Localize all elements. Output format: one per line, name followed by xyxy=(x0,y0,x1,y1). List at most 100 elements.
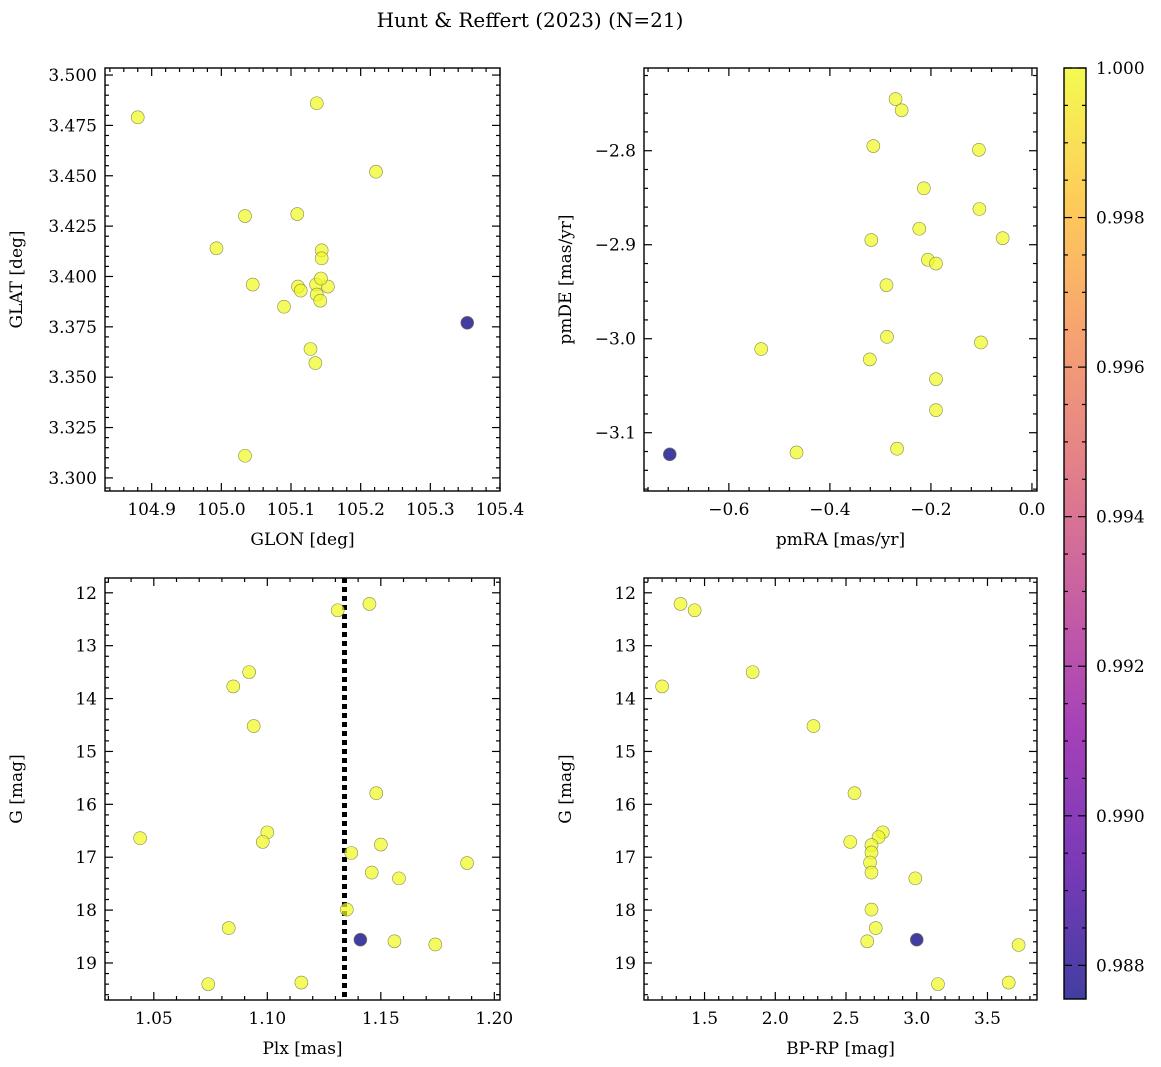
y-tick-label: 17 xyxy=(75,848,97,868)
axis-ticks xyxy=(105,578,500,1000)
data-point xyxy=(209,241,224,256)
panels: 104.9 105.0 105.1 105.2 105.3 105.4 3.300 3.325… xyxy=(7,66,1045,1059)
data-point xyxy=(908,871,923,886)
data-point xyxy=(238,209,252,223)
data-point xyxy=(687,603,702,618)
data-point xyxy=(912,221,927,236)
data-point xyxy=(374,837,388,852)
data-point xyxy=(364,865,379,880)
data-point xyxy=(847,786,862,801)
x-tick-label: 105.0 xyxy=(197,500,246,520)
axes-frame xyxy=(104,577,501,1001)
data-point xyxy=(369,164,383,179)
y-tick-label: −3.0 xyxy=(595,330,636,350)
x-tick-label: −0.2 xyxy=(910,500,951,520)
scatter-panel-4: 1.5 2.0 2.5 3.0 3.5 12 13 14 15 16 17 18 19 BP-RP [ma… xyxy=(556,577,1038,1059)
data-points xyxy=(662,92,1010,462)
y-tick-label: 3.375 xyxy=(48,318,97,338)
data-point xyxy=(864,233,879,247)
colorbar-tick-label: 0.990 xyxy=(1096,807,1145,827)
x-tick-label: 105.3 xyxy=(406,500,455,520)
data-point xyxy=(201,977,216,991)
data-point xyxy=(929,372,943,386)
y-axis-label: G [mag] xyxy=(7,754,27,823)
y-tick-label: 18 xyxy=(614,901,636,921)
x-axis-label: GLON [deg] xyxy=(250,530,354,550)
y-tick-label: 15 xyxy=(75,742,97,762)
axes-frame xyxy=(643,67,1038,492)
axes-frame xyxy=(643,577,1038,1001)
data-point xyxy=(314,271,328,286)
data-point xyxy=(879,278,894,292)
data-point xyxy=(862,352,877,367)
data-point xyxy=(894,103,909,118)
data-point xyxy=(130,110,145,125)
data-point xyxy=(909,932,924,947)
data-point xyxy=(246,719,261,733)
data-point xyxy=(917,181,931,196)
data-point xyxy=(362,597,377,611)
data-point xyxy=(655,679,669,694)
x-tick-label: 1.15 xyxy=(362,1009,400,1029)
data-points xyxy=(133,597,474,991)
data-point xyxy=(226,679,241,694)
data-point xyxy=(864,902,879,917)
y-tick-label: 3.500 xyxy=(48,66,97,86)
data-point xyxy=(931,977,945,991)
data-point xyxy=(303,342,318,356)
data-point xyxy=(972,142,986,157)
data-point xyxy=(290,207,305,221)
data-point xyxy=(344,846,359,860)
scatter-panel-2: −0.6 −0.4 −0.2 0.0 −3.1 −3.0 −2.9 −2.8 pmRA [mas… xyxy=(556,67,1045,550)
data-point xyxy=(1001,975,1016,990)
y-tick-label: 14 xyxy=(75,690,97,710)
data-point xyxy=(460,856,474,870)
colorbar: 0.988 0.990 0.992 0.994 0.996 0.998 1.000 xyxy=(1063,59,1145,1000)
x-tick-label: −0.6 xyxy=(708,500,749,520)
x-tick-label: 104.9 xyxy=(127,500,176,520)
data-point xyxy=(789,445,804,460)
data-points xyxy=(130,96,475,463)
data-point xyxy=(392,871,406,886)
data-point xyxy=(1011,938,1026,952)
data-point xyxy=(864,865,879,880)
x-axis-label: BP-RP [mag] xyxy=(786,1039,895,1059)
y-tick-label: 13 xyxy=(614,637,636,657)
data-point xyxy=(888,92,903,106)
x-tick-label: 3.5 xyxy=(974,1009,1001,1029)
data-point xyxy=(387,934,402,949)
data-point xyxy=(369,786,384,801)
y-tick-label: 3.350 xyxy=(48,368,97,388)
data-point xyxy=(133,831,147,845)
data-point xyxy=(293,283,308,298)
data-point xyxy=(860,934,875,949)
data-point xyxy=(255,835,270,849)
y-tick-label: 3.450 xyxy=(48,167,97,187)
data-point xyxy=(221,921,236,935)
colorbar-tick-label: 0.988 xyxy=(1096,956,1145,976)
colorbar-tick-label: 1.000 xyxy=(1096,59,1145,79)
y-tick-label: 19 xyxy=(614,954,636,974)
data-point xyxy=(868,921,883,935)
data-point xyxy=(308,356,323,370)
data-point xyxy=(974,335,988,350)
data-point xyxy=(754,342,768,356)
x-tick-label: 2.5 xyxy=(832,1009,859,1029)
data-point xyxy=(890,441,904,456)
y-tick-label: −3.1 xyxy=(595,424,636,444)
axis-ticks xyxy=(105,68,501,491)
y-tick-label: 16 xyxy=(614,795,636,815)
scatter-panel-3: 1.05 1.10 1.15 1.20 12 13 14 15 16 17 18 19 Plx [mas… xyxy=(7,577,513,1059)
data-point xyxy=(242,665,256,679)
y-tick-label: −2.8 xyxy=(595,142,636,162)
data-point xyxy=(673,597,688,611)
y-tick-label: 15 xyxy=(614,742,636,762)
data-point xyxy=(245,277,260,292)
y-tick-label: 3.325 xyxy=(48,419,97,439)
y-tick-label: 14 xyxy=(614,690,636,710)
data-point xyxy=(460,316,475,330)
data-point xyxy=(929,403,943,417)
x-tick-label: 1.5 xyxy=(691,1009,718,1029)
y-tick-label: 13 xyxy=(75,637,97,657)
